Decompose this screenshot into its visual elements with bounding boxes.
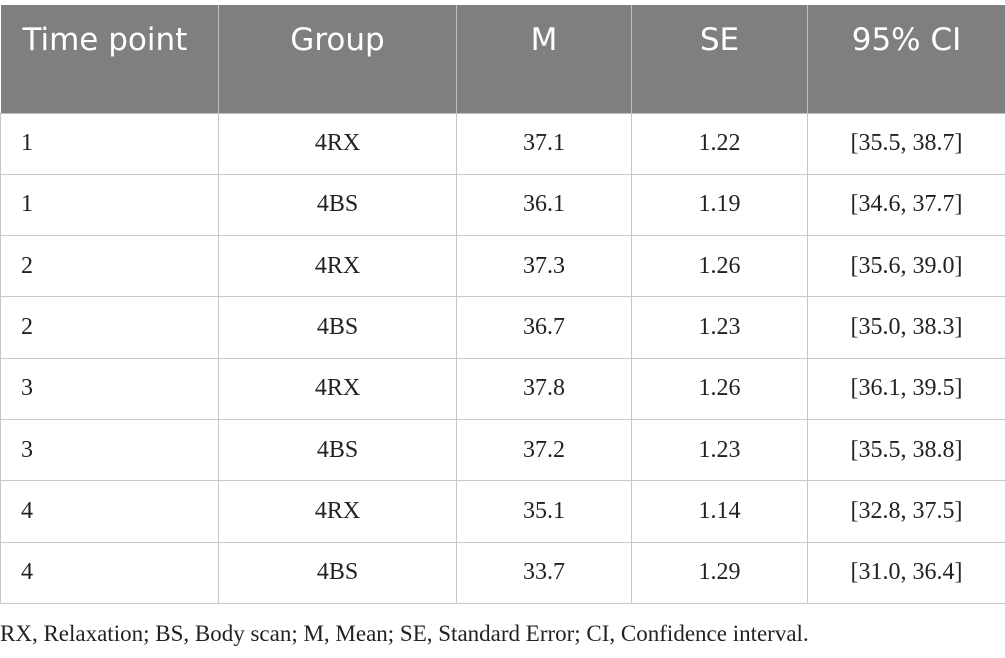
table-row: 4 4BS 33.7 1.29 [31.0, 36.4] bbox=[0, 541, 1005, 604]
cell-ci: [35.0, 38.3] bbox=[807, 296, 1005, 359]
cell-group: 4RX bbox=[218, 235, 457, 298]
cell-time-point: 3 bbox=[0, 418, 219, 482]
cell-ci: [34.6, 37.7] bbox=[807, 173, 1005, 237]
table-row: 3 4RX 37.8 1.26 [36.1, 39.5] bbox=[0, 357, 1005, 420]
cell-mean: 37.3 bbox=[456, 235, 632, 298]
header-se: SE bbox=[631, 5, 808, 114]
header-row: Time point Group M SE 95% CI bbox=[0, 5, 1005, 114]
cell-ci: [32.8, 37.5] bbox=[807, 480, 1005, 543]
cell-se: 1.26 bbox=[631, 357, 808, 420]
cell-mean: 35.1 bbox=[456, 480, 632, 543]
cell-time-point: 3 bbox=[0, 357, 219, 420]
cell-time-point: 2 bbox=[0, 296, 219, 359]
cell-group: 4RX bbox=[218, 357, 457, 420]
cell-ci: [35.5, 38.8] bbox=[807, 418, 1005, 482]
cell-se: 1.22 bbox=[631, 112, 808, 175]
results-table: Time point Group M SE 95% CI 1 4RX 37.1 … bbox=[0, 5, 1005, 604]
header-mean: M bbox=[456, 5, 632, 114]
cell-se: 1.23 bbox=[631, 296, 808, 359]
cell-group: 4RX bbox=[218, 480, 457, 543]
cell-group: 4BS bbox=[218, 541, 457, 604]
cell-mean: 37.1 bbox=[456, 112, 632, 175]
table-footnote: RX, Relaxation; BS, Body scan; M, Mean; … bbox=[0, 621, 809, 646]
cell-time-point: 1 bbox=[0, 112, 219, 175]
cell-group: 4BS bbox=[218, 173, 457, 237]
cell-ci: [35.6, 39.0] bbox=[807, 235, 1005, 298]
cell-time-point: 2 bbox=[0, 235, 219, 298]
table-row: 2 4BS 36.7 1.23 [35.0, 38.3] bbox=[0, 296, 1005, 359]
header-time-point: Time point bbox=[0, 5, 219, 114]
cell-time-point: 4 bbox=[0, 480, 219, 543]
cell-group: 4BS bbox=[218, 418, 457, 482]
cell-se: 1.19 bbox=[631, 173, 808, 237]
cell-se: 1.26 bbox=[631, 235, 808, 298]
cell-ci: [36.1, 39.5] bbox=[807, 357, 1005, 420]
cell-mean: 33.7 bbox=[456, 541, 632, 604]
cell-mean: 37.2 bbox=[456, 418, 632, 482]
cell-time-point: 1 bbox=[0, 173, 219, 237]
cell-ci: [35.5, 38.7] bbox=[807, 112, 1005, 175]
table-row: 3 4BS 37.2 1.23 [35.5, 38.8] bbox=[0, 418, 1005, 482]
cell-mean: 36.7 bbox=[456, 296, 632, 359]
table-row: 2 4RX 37.3 1.26 [35.6, 39.0] bbox=[0, 235, 1005, 298]
header-ci: 95% CI bbox=[807, 5, 1005, 114]
cell-se: 1.23 bbox=[631, 418, 808, 482]
table-row: 1 4RX 37.1 1.22 [35.5, 38.7] bbox=[0, 112, 1005, 175]
cell-mean: 37.8 bbox=[456, 357, 632, 420]
cell-se: 1.29 bbox=[631, 541, 808, 604]
table-row: 1 4BS 36.1 1.19 [34.6, 37.7] bbox=[0, 173, 1005, 237]
cell-time-point: 4 bbox=[0, 541, 219, 604]
cell-group: 4BS bbox=[218, 296, 457, 359]
cell-ci: [31.0, 36.4] bbox=[807, 541, 1005, 604]
table-header: Time point Group M SE 95% CI bbox=[0, 5, 1005, 114]
cell-mean: 36.1 bbox=[456, 173, 632, 237]
cell-group: 4RX bbox=[218, 112, 457, 175]
header-group: Group bbox=[218, 5, 457, 114]
table-body: 1 4RX 37.1 1.22 [35.5, 38.7] 1 4BS 36.1 … bbox=[0, 112, 1005, 604]
table-row: 4 4RX 35.1 1.14 [32.8, 37.5] bbox=[0, 480, 1005, 543]
cell-se: 1.14 bbox=[631, 480, 808, 543]
